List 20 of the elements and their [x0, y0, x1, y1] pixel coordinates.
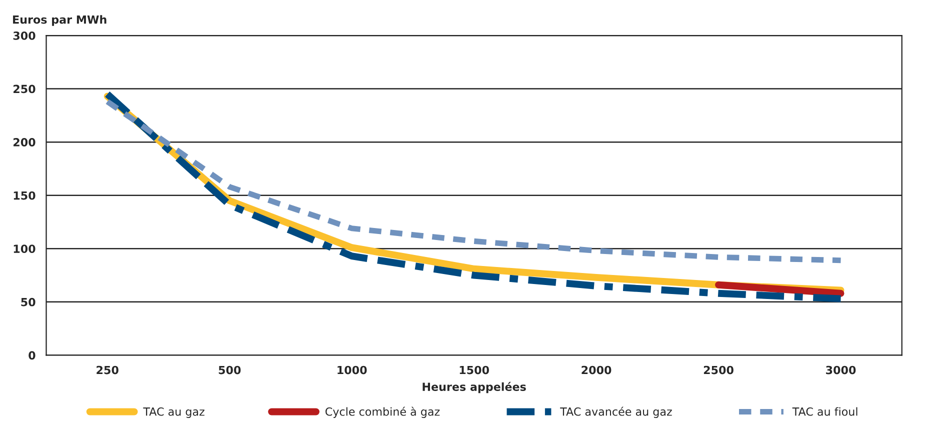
x-tick-label: 500: [218, 366, 241, 374]
legend-label: TAC au gaz: [143, 407, 204, 418]
y-tick-label: 250: [14, 84, 36, 94]
y-axis-title: Euros par MWh: [13, 15, 106, 26]
y-tick-label: 100: [14, 244, 36, 254]
legend-label: TAC au fioul: [792, 407, 858, 416]
x-tick-label: 2500: [704, 366, 734, 374]
x-tick-label: 2000: [582, 366, 612, 374]
y-tick-label: 150: [14, 191, 36, 200]
x-tick-label: 3000: [826, 366, 856, 374]
legend-label: TAC avancée au gaz: [560, 406, 672, 418]
y-tick-label: 0: [28, 351, 36, 360]
x-tick-label: 1000: [338, 366, 367, 374]
y-tick-label: 50: [21, 298, 36, 306]
legend-label: Cycle combiné à gaz: [326, 406, 440, 418]
x-axis-title: Heures appelées: [422, 382, 526, 394]
x-tick-label: 250: [96, 366, 118, 374]
y-tick-label: 300: [13, 31, 36, 40]
y-tick-label: 200: [14, 138, 36, 146]
x-tick-label: 1500: [460, 366, 489, 374]
